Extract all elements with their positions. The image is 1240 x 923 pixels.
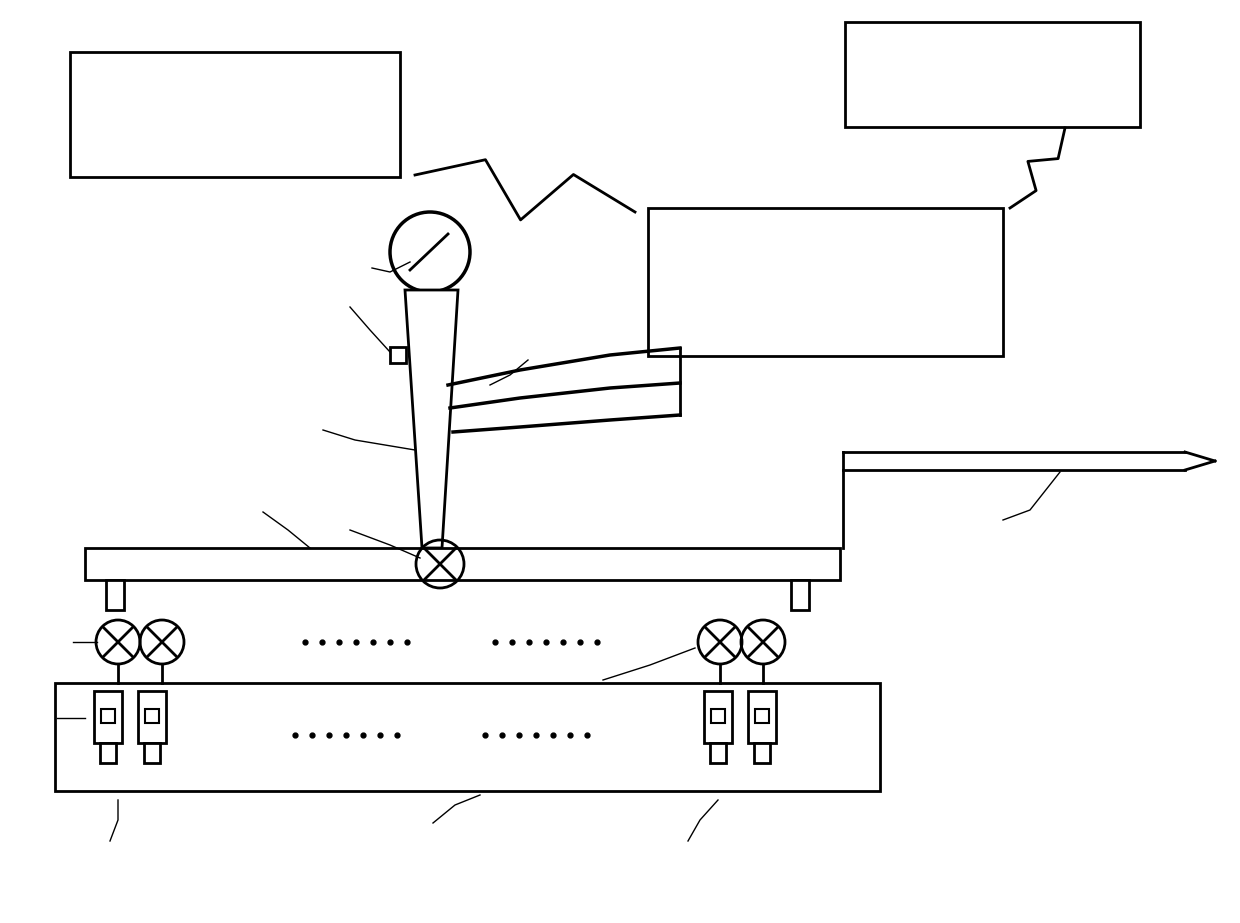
Bar bbox=[100, 743, 117, 763]
Bar bbox=[391, 347, 405, 363]
Bar bbox=[748, 691, 776, 743]
Bar bbox=[755, 709, 769, 723]
Bar bbox=[69, 52, 401, 177]
Bar bbox=[844, 22, 1140, 127]
Bar bbox=[145, 709, 159, 723]
Circle shape bbox=[391, 212, 470, 292]
Bar bbox=[144, 743, 160, 763]
Bar bbox=[711, 743, 725, 763]
Bar bbox=[94, 691, 122, 743]
Bar bbox=[100, 709, 115, 723]
Polygon shape bbox=[405, 290, 458, 548]
Bar bbox=[138, 691, 166, 743]
Bar bbox=[86, 548, 839, 580]
Bar bbox=[649, 208, 1003, 356]
Bar bbox=[711, 709, 725, 723]
Bar bbox=[704, 691, 732, 743]
Bar bbox=[791, 580, 808, 610]
Bar bbox=[105, 580, 124, 610]
Bar bbox=[55, 683, 880, 791]
Bar bbox=[754, 743, 770, 763]
